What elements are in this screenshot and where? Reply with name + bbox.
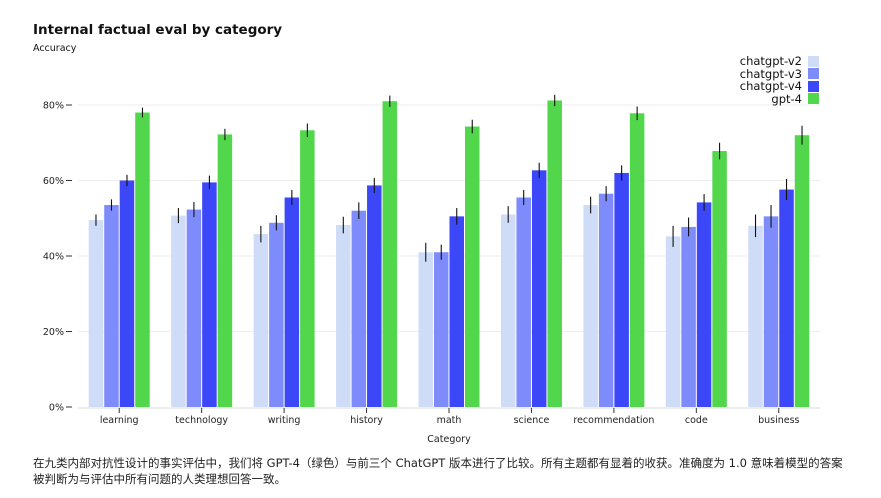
x-tick-label: math — [437, 415, 462, 426]
x-tick-label: history — [350, 415, 383, 426]
bar-chatgpt-v2-learning — [88, 220, 104, 407]
y-tick-label: 60% — [43, 176, 64, 187]
bar-chatgpt-v2-writing — [253, 234, 269, 407]
legend-label: chatgpt-v2 — [739, 54, 802, 69]
bar-chatgpt-v3-history — [351, 210, 367, 407]
bar-chatgpt-v2-history — [336, 225, 351, 407]
y-tick-label: 80% — [43, 101, 64, 112]
bar-chatgpt-v3-writing — [269, 222, 284, 407]
bar-gpt-4-learning — [135, 112, 150, 408]
bar-chatgpt-v3-science — [516, 197, 531, 407]
legend-swatch — [808, 80, 819, 92]
bar-chatgpt-v2-technology — [171, 215, 186, 407]
bar-chatgpt-v4-science — [531, 170, 547, 407]
y-tick-label: 0% — [49, 403, 64, 414]
legend-label: chatgpt-v4 — [739, 79, 802, 94]
bar-chatgpt-v2-code — [665, 236, 681, 407]
bar-chatgpt-v4-recommendation — [614, 172, 629, 407]
bar-chatgpt-v2-recommendation — [583, 205, 598, 407]
bar-gpt-4-math — [465, 126, 480, 407]
x-axis-label: Category — [427, 434, 471, 445]
legend-swatch — [808, 55, 819, 67]
x-tick-label: business — [758, 415, 799, 426]
figure-caption: 在九类内部对抗性设计的事实评估中，我们将 GPT-4（绿色）与前三个 ChatG… — [33, 456, 843, 486]
bar-chatgpt-v4-learning — [119, 180, 135, 407]
bar-chatgpt-v4-math — [449, 216, 464, 407]
bar-gpt-4-recommendation — [629, 113, 645, 408]
x-tick-label: science — [514, 415, 550, 426]
bar-gpt-4-science — [547, 100, 562, 407]
bar-chatgpt-v4-history — [367, 185, 382, 407]
x-tick-label: learning — [100, 415, 139, 426]
bar-chatgpt-v3-learning — [104, 205, 119, 407]
bar-chatgpt-v3-math — [434, 252, 449, 407]
bar-chatgpt-v3-recommendation — [598, 193, 614, 407]
x-tick-label: code — [685, 415, 708, 426]
bar-gpt-4-technology — [217, 134, 233, 407]
legend: chatgpt-v2 chatgpt-v3 chatgpt-v4 gpt-4 — [739, 54, 819, 106]
bar-chatgpt-v3-business — [763, 216, 779, 407]
bar-chart: 0% 20% 40% 60% 80% learning technology writing h… — [43, 94, 820, 445]
legend-label: chatgpt-v3 — [739, 66, 802, 81]
legend-item-0: chatgpt-v2 — [739, 54, 819, 69]
bar-chatgpt-v3-code — [681, 226, 696, 407]
y-tick-label: 20% — [43, 327, 64, 338]
bar-chatgpt-v3-technology — [186, 209, 202, 407]
x-tick-label: technology — [175, 415, 228, 426]
bar-chatgpt-v4-technology — [202, 182, 217, 407]
chart-title: Internal factual eval by category — [33, 22, 283, 38]
bar-gpt-4-writing — [300, 130, 315, 408]
bar-gpt-4-business — [794, 135, 810, 407]
legend-swatch — [808, 93, 819, 105]
bar-chatgpt-v4-writing — [284, 197, 300, 407]
bar-chatgpt-v2-business — [748, 225, 763, 407]
bar-chatgpt-v2-science — [500, 214, 516, 407]
bar-chatgpt-v4-business — [779, 189, 794, 407]
legend-item-1: chatgpt-v3 — [739, 66, 819, 81]
y-axis-label: Accuracy — [33, 43, 77, 54]
y-tick-label: 40% — [43, 252, 64, 263]
legend-item-2: chatgpt-v4 — [739, 79, 819, 94]
bar-gpt-4-code — [712, 151, 727, 407]
bar-chatgpt-v2-math — [418, 252, 433, 407]
bar-gpt-4-history — [382, 101, 398, 407]
x-tick-label: recommendation — [573, 415, 654, 426]
legend-item-3: gpt-4 — [740, 91, 819, 106]
x-tick-label: writing — [268, 415, 301, 426]
legend-label: gpt-4 — [771, 91, 802, 106]
bar-chatgpt-v4-code — [696, 202, 712, 407]
legend-swatch — [808, 68, 819, 80]
